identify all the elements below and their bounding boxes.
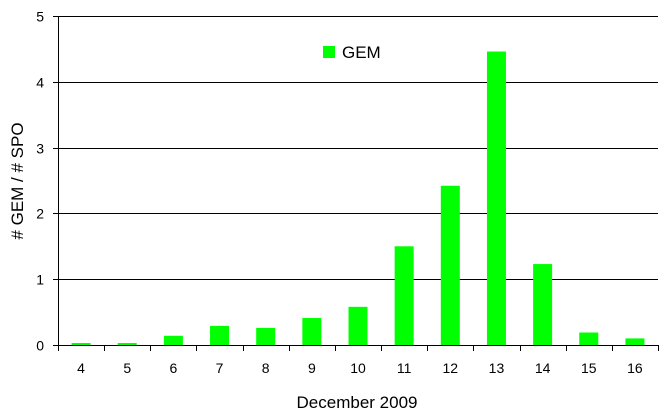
bar-6 (163, 335, 183, 345)
x-tick-label-9: 9 (308, 360, 316, 376)
y-tick-label-5: 5 (36, 9, 44, 25)
bar-7 (210, 325, 230, 345)
bar-4 (71, 343, 91, 345)
bar-10 (348, 306, 368, 345)
x-tick-label-5: 5 (123, 360, 131, 376)
x-tick-label-14: 14 (535, 360, 551, 376)
bar-5 (117, 343, 137, 345)
y-axis-title: # GEM / # SPO (8, 122, 27, 239)
axes (53, 16, 659, 351)
x-tick-label-11: 11 (397, 360, 412, 376)
y-tick-labels: 0 1 2 3 4 5 (36, 9, 44, 354)
x-tick-label-6: 6 (169, 360, 177, 376)
x-tick-label-13: 13 (489, 360, 505, 376)
x-tick-label-16: 16 (627, 360, 643, 376)
bar-11 (394, 246, 414, 345)
legend-label-gem: GEM (342, 43, 381, 62)
x-axis-title: December 2009 (297, 393, 418, 412)
y-tick-label-3: 3 (36, 141, 44, 157)
bar-8 (256, 327, 276, 345)
x-tick-labels: 4 5 6 7 8 9 10 11 12 13 14 15 16 (77, 360, 643, 376)
x-tick-label-4: 4 (77, 360, 85, 376)
bar-9 (302, 318, 322, 345)
y-tick-label-4: 4 (36, 75, 44, 91)
x-tick-label-12: 12 (443, 360, 459, 376)
legend-swatch-gem (323, 46, 335, 58)
x-tick-label-7: 7 (216, 360, 224, 376)
bar-12 (440, 185, 460, 345)
x-tick-label-8: 8 (262, 360, 270, 376)
legend: GEM (323, 43, 381, 62)
y-tick-label-1: 1 (36, 272, 44, 288)
gridlines (58, 16, 658, 280)
bar-14 (533, 264, 553, 345)
bar-16 (625, 338, 645, 345)
bar-15 (579, 332, 599, 345)
x-tick-label-15: 15 (581, 360, 597, 376)
y-tick-label-2: 2 (36, 206, 44, 222)
x-tick-label-10: 10 (350, 360, 366, 376)
bars (71, 51, 645, 345)
bar-13 (486, 51, 506, 345)
y-tick-label-0: 0 (36, 338, 44, 354)
